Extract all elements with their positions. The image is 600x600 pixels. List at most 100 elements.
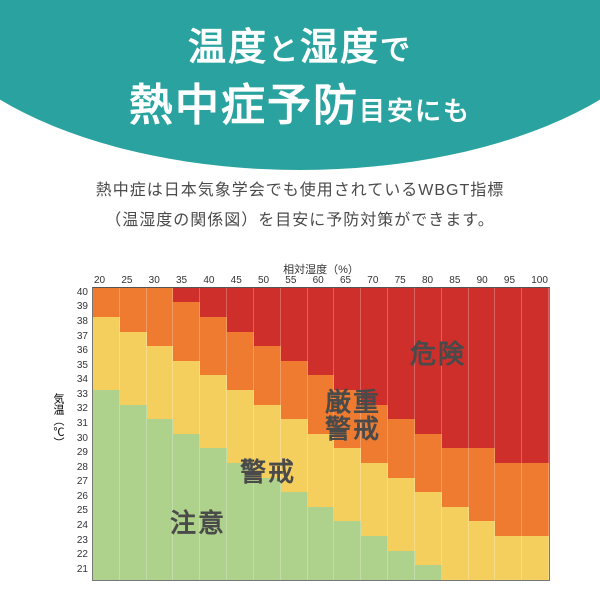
- heatmap-cell: [522, 507, 549, 522]
- heatmap-cell: [281, 302, 308, 317]
- heatmap-cell: [93, 551, 120, 566]
- y-tick: 24: [70, 520, 88, 531]
- heatmap-cell: [93, 434, 120, 449]
- heatmap-cell: [120, 288, 147, 303]
- heatmap-cell: [120, 448, 147, 463]
- heatmap-cell: [200, 288, 227, 303]
- heatmap-cell: [495, 478, 522, 493]
- heatmap-cell: [254, 288, 281, 303]
- heatmap-cell: [254, 346, 281, 361]
- wbgt-heatmap: 気温（℃） 4039383736353433323130292827262524…: [50, 261, 550, 581]
- heatmap-cell: [147, 332, 174, 347]
- heatmap-cell: [93, 288, 120, 303]
- heatmap-cell: [200, 361, 227, 376]
- hero-title: 温度と湿度で 熱中症予防目安にも: [0, 16, 600, 133]
- heatmap-cell: [120, 463, 147, 478]
- heatmap-cell: [388, 478, 415, 493]
- heatmap-cell: [469, 375, 496, 390]
- heatmap-cell: [388, 507, 415, 522]
- heatmap-cell: [281, 419, 308, 434]
- heatmap-cell: [415, 507, 442, 522]
- heatmap-cell: [254, 390, 281, 405]
- heatmap-cell: [173, 492, 200, 507]
- heatmap-cell: [415, 448, 442, 463]
- heatmap-cell: [469, 361, 496, 376]
- heatmap-cell: [200, 405, 227, 420]
- y-tick: 35: [70, 360, 88, 371]
- heatmap-cell: [173, 419, 200, 434]
- y-tick: 23: [70, 535, 88, 546]
- heatmap-cell: [308, 565, 335, 580]
- heatmap-cell: [361, 361, 388, 376]
- heatmap-cell: [334, 463, 361, 478]
- heatmap-cell: [469, 551, 496, 566]
- heatmap-cell: [469, 317, 496, 332]
- y-tick: 31: [70, 418, 88, 429]
- heatmap-cell: [522, 536, 549, 551]
- heatmap-cell: [173, 405, 200, 420]
- heatmap-cell: [522, 332, 549, 347]
- heatmap-cell: [173, 317, 200, 332]
- heatmap-cell: [227, 332, 254, 347]
- heatmap-cell: [495, 536, 522, 551]
- heatmap-cell: [200, 478, 227, 493]
- heatmap-cell: [308, 346, 335, 361]
- heatmap-cell: [147, 434, 174, 449]
- hero-joiner-2: で: [380, 34, 412, 67]
- heatmap-cell: [120, 317, 147, 332]
- heatmap-cell: [308, 317, 335, 332]
- heatmap-cell: [227, 492, 254, 507]
- heatmap-cell: [173, 448, 200, 463]
- heatmap-cell: [227, 317, 254, 332]
- heatmap-cell: [93, 507, 120, 522]
- heatmap-cell: [415, 288, 442, 303]
- heatmap-cell: [522, 317, 549, 332]
- heatmap-cell: [120, 361, 147, 376]
- y-axis-ticks: 4039383736353433323130292827262524232221: [70, 261, 92, 581]
- heatmap-cell: [442, 521, 469, 536]
- heatmap-cell: [93, 492, 120, 507]
- y-tick: 40: [70, 287, 88, 298]
- heatmap-cell: [442, 405, 469, 420]
- heatmap-cell: [93, 536, 120, 551]
- heatmap-cell: [93, 565, 120, 580]
- heatmap-cell: [200, 448, 227, 463]
- heatmap-cell: [200, 551, 227, 566]
- heatmap-cell: [254, 521, 281, 536]
- heatmap-cell: [120, 521, 147, 536]
- heatmap-cell: [522, 448, 549, 463]
- heatmap-cell: [281, 346, 308, 361]
- heatmap-cell: [173, 346, 200, 361]
- heatmap-cell: [308, 332, 335, 347]
- heatmap-cell: [495, 521, 522, 536]
- heatmap-cell: [495, 565, 522, 580]
- heatmap-cell: [93, 448, 120, 463]
- heatmap-cell: [495, 507, 522, 522]
- heatmap-cell: [120, 375, 147, 390]
- heatmap-cell: [442, 317, 469, 332]
- heatmap-cell: [173, 390, 200, 405]
- heatmap-cell: [227, 288, 254, 303]
- heatmap-cell: [173, 463, 200, 478]
- x-tick: 65: [340, 275, 351, 287]
- heatmap-cell: [469, 448, 496, 463]
- heatmap-cell: [120, 551, 147, 566]
- heatmap-cell: [173, 332, 200, 347]
- heatmap-cell: [388, 288, 415, 303]
- heatmap-cell: [200, 463, 227, 478]
- heatmap-cell: [93, 332, 120, 347]
- heatmap-cell: [120, 492, 147, 507]
- y-tick: 34: [70, 374, 88, 385]
- heatmap-cell: [254, 492, 281, 507]
- heatmap-cell: [254, 434, 281, 449]
- heatmap-cell: [442, 478, 469, 493]
- heatmap-cell: [361, 565, 388, 580]
- heatmap-cell: [93, 478, 120, 493]
- x-axis-label: 相対湿度（%）: [92, 261, 550, 275]
- heatmap-cell: [495, 346, 522, 361]
- heatmap-cell: [495, 317, 522, 332]
- heatmap-cell: [147, 288, 174, 303]
- heatmap-cell: [495, 551, 522, 566]
- x-tick: 100: [531, 275, 548, 287]
- heatmap-cell: [442, 536, 469, 551]
